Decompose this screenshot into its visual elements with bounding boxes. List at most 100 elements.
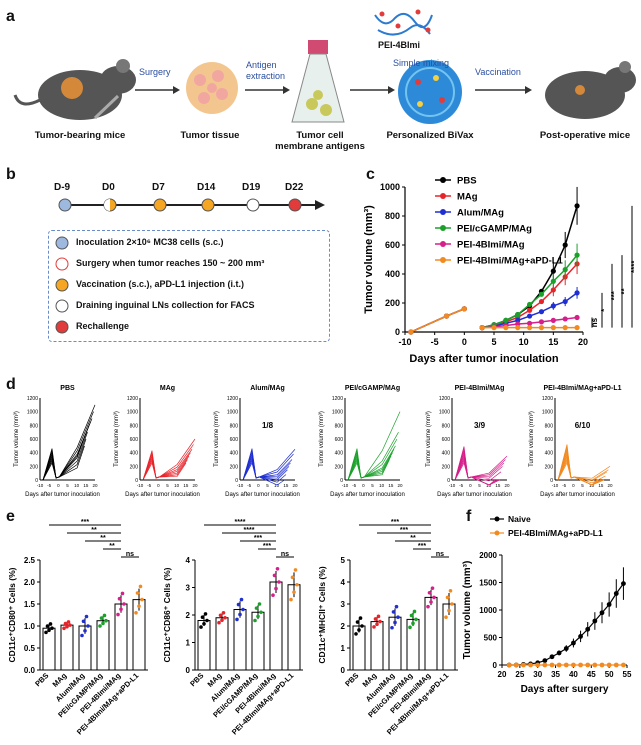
- significance-label: ****: [630, 260, 639, 273]
- x-tick-label: 20: [92, 483, 98, 488]
- legend-label: Naive: [508, 514, 531, 524]
- data-point: [390, 625, 394, 630]
- x-axis-label: Days after tumor inoculation: [25, 492, 100, 498]
- data-point: [527, 320, 533, 326]
- y-tick-label: 1000: [479, 606, 497, 615]
- data-point: [83, 628, 87, 633]
- x-tick-label: -5: [459, 483, 463, 488]
- data-point: [119, 607, 123, 612]
- data-point: [621, 662, 626, 668]
- significance-label: ns: [436, 551, 444, 558]
- data-point: [101, 621, 105, 626]
- polymer-network-icon: [374, 9, 433, 36]
- data-point: [122, 602, 126, 606]
- x-tick-label: 35: [551, 670, 560, 679]
- data-point: [606, 662, 612, 668]
- individual-growth-curve: [142, 450, 187, 481]
- y-tick-label: 5: [341, 556, 346, 565]
- significance-label: ****: [235, 519, 246, 526]
- tumor-free-ratio: 1/8: [262, 421, 274, 430]
- y-tick-label: 1000: [227, 410, 238, 416]
- data-point: [271, 593, 275, 597]
- y-tick-label: 500: [484, 634, 498, 643]
- significance-label: ns: [126, 551, 134, 558]
- x-tick-label: 0: [257, 483, 260, 488]
- x-tick-label: 0: [462, 337, 467, 347]
- data-point: [563, 662, 569, 668]
- y-tick-label: 400: [130, 451, 139, 457]
- y-tick-label: 1000: [439, 410, 450, 416]
- x-tick-label: -10: [449, 483, 456, 488]
- x-tick-label: 20: [192, 483, 198, 488]
- data-point: [134, 611, 138, 615]
- y-tick-label: 400: [442, 451, 451, 457]
- significance-label: ***: [418, 543, 426, 550]
- data-point: [527, 301, 533, 308]
- significance-label: ***: [81, 519, 89, 526]
- legend-surgery: Surgery when tumor reaches 150 ~ 200 mm³: [76, 258, 265, 268]
- y-tick-label: 0: [235, 478, 238, 484]
- timeline-arrow: [58, 198, 325, 212]
- data-point: [445, 595, 450, 600]
- x-tick-label: -5: [247, 483, 251, 488]
- timeline-day-label: D14: [197, 182, 216, 193]
- data-point: [562, 242, 568, 248]
- data-point: [80, 633, 84, 638]
- legend-label: PEI-4BImi/MAg+aPD-L1: [457, 256, 564, 267]
- bivax-particle-icon: [398, 60, 462, 124]
- y-tick-label: 800: [130, 423, 139, 429]
- y-tick-label: 1200: [542, 396, 553, 402]
- y-tick-label: 200: [385, 298, 400, 308]
- data-point: [444, 615, 448, 619]
- caption-tumor-bearing-mice: Tumor-bearing mice: [34, 130, 126, 141]
- y-tick-label: 600: [335, 437, 344, 443]
- antigen-flask-icon: [291, 40, 345, 123]
- data-point: [200, 615, 205, 619]
- caption-membrane-antigens: Tumor cell membrane antigens: [275, 130, 365, 152]
- y-tick-label: 800: [442, 423, 451, 429]
- significance-label: ***: [400, 527, 408, 534]
- small-multiple-title: PEI-4BImi/MAg+aPD-L1: [544, 385, 622, 392]
- x-tick-label: 15: [388, 483, 394, 488]
- legend-marker: [440, 193, 446, 199]
- y-tick-label: 1000: [127, 410, 138, 416]
- series-line: [410, 308, 465, 333]
- panel-label-b: b: [6, 166, 16, 183]
- significance-label: **: [100, 535, 106, 542]
- x-tick-label: 15: [548, 337, 558, 347]
- timeline-day-label: D-9: [54, 182, 71, 193]
- data-point: [372, 625, 376, 629]
- small-multiple-title: Alum/MAg: [250, 385, 285, 392]
- tumor-tissue-icon: [186, 62, 238, 114]
- data-point: [396, 615, 400, 619]
- bar: [287, 584, 301, 671]
- bar: [424, 596, 438, 671]
- data-point: [378, 619, 382, 624]
- significance-label: ***: [254, 535, 262, 542]
- legend-label: Alum/MAg: [457, 208, 504, 219]
- data-point: [86, 624, 90, 628]
- data-point: [538, 291, 545, 297]
- x-tick-label: 30: [533, 670, 542, 679]
- timeline-day-label: D0: [102, 182, 115, 193]
- x-tick-label: 20: [498, 670, 507, 679]
- y-tick-label: 400: [335, 451, 344, 457]
- x-tick-label: 20: [578, 337, 588, 347]
- data-point: [578, 634, 583, 639]
- y-tick-label: 200: [442, 464, 451, 470]
- data-point: [47, 628, 51, 633]
- y-tick-label: 0: [341, 666, 346, 675]
- y-tick-label: 0: [493, 661, 498, 670]
- data-point: [571, 662, 576, 668]
- data-point: [538, 325, 545, 331]
- data-point: [275, 567, 280, 571]
- data-point: [84, 614, 89, 619]
- data-point: [527, 313, 533, 319]
- data-point: [528, 662, 533, 668]
- significance-label: **: [91, 527, 97, 534]
- timeline-day-label: D22: [285, 182, 304, 193]
- y-tick-label: 800: [230, 423, 239, 429]
- y-tick-label: 2: [186, 611, 191, 620]
- data-point: [373, 617, 378, 621]
- y-tick-label: 2: [341, 622, 346, 631]
